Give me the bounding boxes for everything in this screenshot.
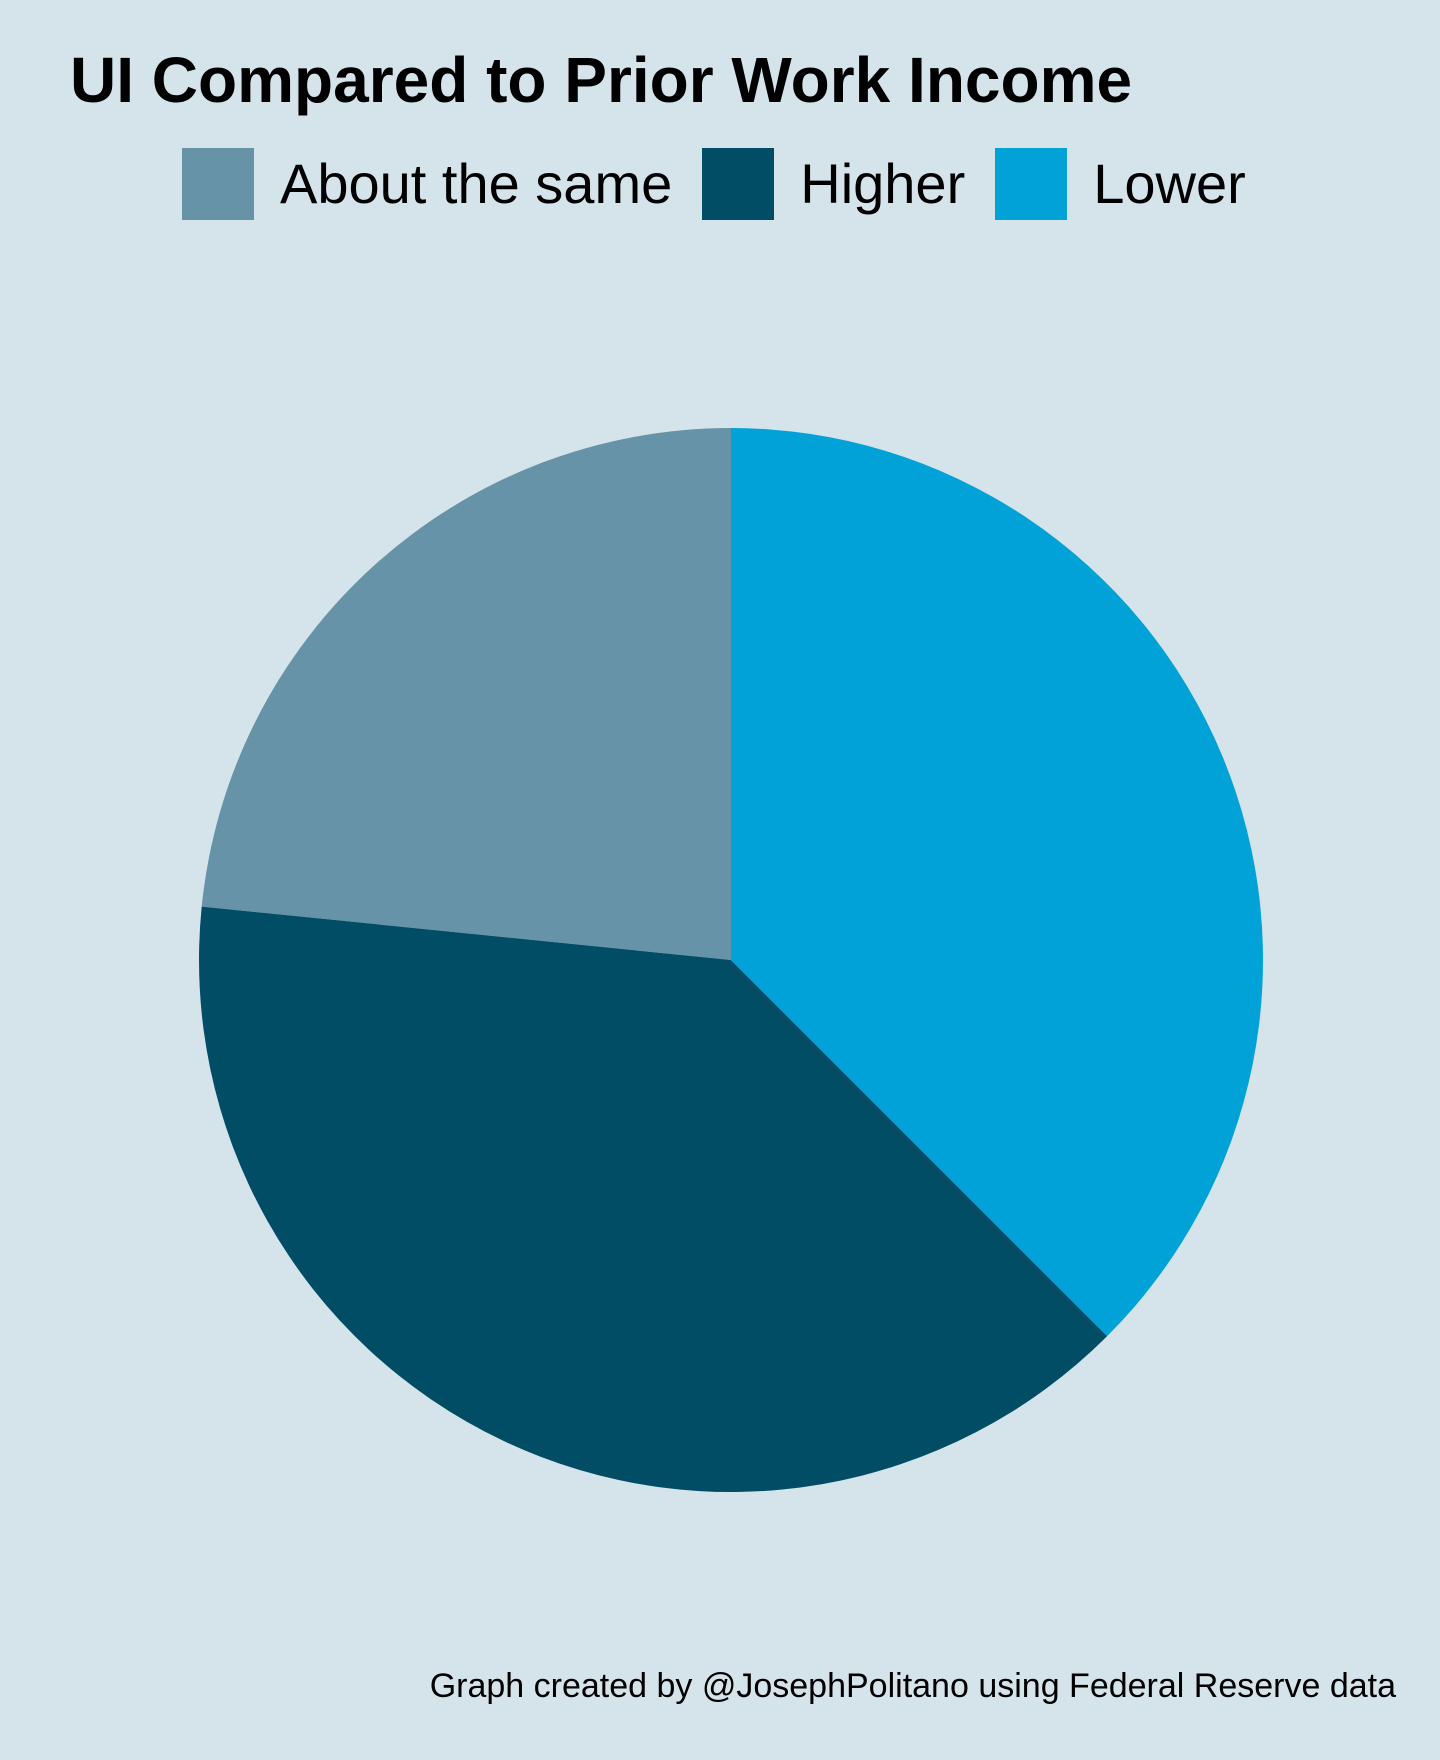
legend-item-lower: Lower <box>995 148 1246 220</box>
legend-swatch-higher <box>702 148 775 220</box>
legend: About the same Higher Lower <box>182 148 1246 220</box>
source-caption: Graph created by @JosephPolitano using F… <box>429 1667 1396 1705</box>
pie-slice-about-the-same <box>201 428 731 960</box>
legend-item-higher: Higher <box>702 148 965 220</box>
pie-slice-lower <box>731 428 1263 1337</box>
legend-label-higher: Higher <box>800 152 966 215</box>
legend-label-lower: Lower <box>1093 152 1246 215</box>
legend-label-about-the-same: About the same <box>280 152 673 215</box>
legend-swatch-about-the-same <box>182 148 254 220</box>
legend-swatch-lower <box>995 148 1068 220</box>
chart-title: UI Compared to Prior Work Income <box>70 44 1133 116</box>
pie-slice-higher <box>199 906 1108 1492</box>
legend-item-about-the-same: About the same <box>182 148 672 220</box>
